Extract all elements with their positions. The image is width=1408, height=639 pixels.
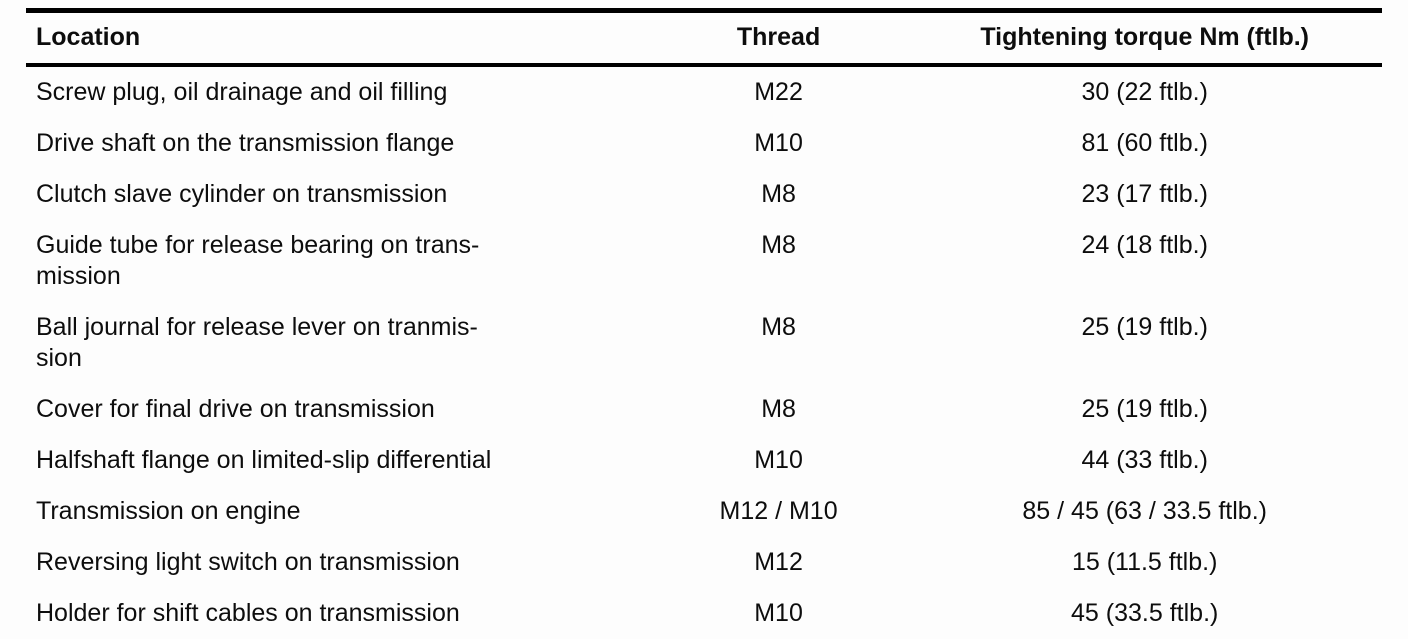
- header-location: Location: [26, 8, 650, 67]
- cell-location: Ball journal for release lever on tranmi…: [36, 313, 478, 372]
- cell-thread: M8: [761, 395, 796, 423]
- cell-torque: 25 (19 ftlb.): [1081, 313, 1208, 341]
- cell-torque: 30 (22 ftlb.): [1081, 78, 1208, 106]
- table-body: Screw plug, oil drainage and oil filling…: [26, 65, 1382, 639]
- header-torque: Tightening torque Nm (ftlb.): [907, 8, 1382, 67]
- cell-location: Holder for shift cables on transmission: [36, 599, 460, 627]
- cell-thread: M12: [754, 548, 803, 576]
- header-thread: Thread: [649, 8, 908, 67]
- cell-location: Guide tube for release bearing on trans-…: [36, 231, 480, 290]
- cell-torque: 15 (11.5 ftlb.): [1071, 548, 1218, 576]
- cell-location: Clutch slave cylinder on transmission: [36, 180, 448, 208]
- table-row: Halfshaft flange on limited-slip differe…: [26, 435, 1382, 486]
- cell-torque: 45 (33.5 ftlb.): [1071, 599, 1219, 627]
- table-row: Clutch slave cylinder on transmission M8…: [26, 169, 1382, 220]
- cell-thread: M12 / M10: [719, 497, 838, 525]
- cell-torque: 24 (18 ftlb.): [1081, 231, 1208, 259]
- table-row: Holder for shift cables on transmission …: [26, 588, 1382, 639]
- cell-thread: M10: [754, 446, 803, 474]
- table-row: Ball journal for release lever on tranmi…: [26, 302, 1382, 384]
- cell-location: Halfshaft flange on limited-slip differe…: [36, 446, 492, 474]
- header-row: Location Thread Tightening torque Nm (ft…: [26, 8, 1382, 67]
- cell-thread: M8: [761, 180, 796, 208]
- cell-torque: 85 / 45 (63 / 33.5 ftlb.): [1022, 497, 1267, 525]
- cell-torque: 23 (17 ftlb.): [1081, 180, 1208, 208]
- cell-thread: M8: [761, 313, 796, 341]
- cell-torque: 81 (60 ftlb.): [1081, 129, 1208, 157]
- cell-location: Drive shaft on the transmission flange: [36, 129, 455, 157]
- cell-location: Cover for final drive on transmission: [36, 395, 435, 423]
- cell-thread: M8: [761, 231, 796, 259]
- table-row: Cover for final drive on transmission M8…: [26, 384, 1382, 435]
- cell-torque: 25 (19 ftlb.): [1081, 395, 1208, 423]
- cell-thread: M22: [754, 78, 803, 106]
- table-row: Transmission on engine M12 / M10 85 / 45…: [26, 486, 1382, 537]
- torque-spec-table: Location Thread Tightening torque Nm (ft…: [26, 8, 1382, 639]
- table-row: Guide tube for release bearing on trans-…: [26, 220, 1382, 302]
- table-row: Drive shaft on the transmission flange M…: [26, 118, 1382, 169]
- table-row: Screw plug, oil drainage and oil filling…: [26, 65, 1382, 118]
- cell-location: Reversing light switch on transmission: [36, 548, 460, 576]
- cell-thread: M10: [754, 599, 803, 627]
- cell-location: Screw plug, oil drainage and oil filling: [36, 78, 448, 106]
- cell-thread: M10: [754, 129, 803, 157]
- cell-location: Transmission on engine: [36, 497, 301, 525]
- table-row: Reversing light switch on transmission M…: [26, 537, 1382, 588]
- table-header: Location Thread Tightening torque Nm (ft…: [26, 8, 1382, 67]
- cell-torque: 44 (33 ftlb.): [1081, 446, 1208, 474]
